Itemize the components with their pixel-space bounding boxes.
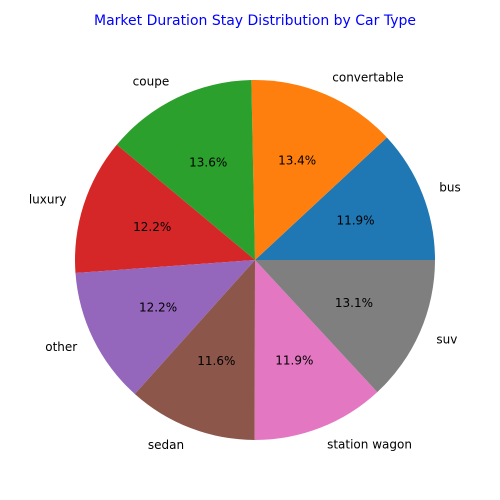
category-label: station wagon (327, 437, 412, 451)
pie-slice-luxury (75, 144, 255, 274)
percent-label: 12.2% (139, 301, 177, 315)
pie-slice-coupe (116, 80, 255, 261)
category-label: bus (439, 181, 460, 195)
percent-label: 13.1% (335, 296, 373, 310)
pie-slice-station-wagon (254, 260, 378, 440)
pie-slice-suv (255, 260, 435, 393)
chart-title: Market Duration Stay Distribution by Car… (94, 13, 416, 29)
percent-label: 11.6% (197, 354, 235, 368)
category-label: luxury (29, 192, 67, 206)
category-label: other (45, 340, 77, 354)
percent-label: 11.9% (275, 354, 313, 368)
category-label: coupe (133, 75, 170, 89)
category-label: convertable (332, 71, 403, 85)
pie-slice-convertable (251, 80, 387, 261)
percent-label: 12.2% (133, 220, 171, 234)
pie-slice-bus (255, 137, 435, 260)
percent-label: 13.4% (278, 154, 316, 168)
pie-labels: bus 11.9% convertable 13.4% coupe 13.6% luxury… (29, 71, 461, 452)
category-label: sedan (148, 438, 184, 452)
percent-label: 13.6% (189, 156, 227, 170)
pie-slice-sedan (134, 260, 255, 440)
pie-slices (75, 80, 435, 440)
category-label: suv (436, 332, 457, 346)
pie-slice-other (75, 260, 255, 394)
percent-label: 11.9% (336, 214, 374, 228)
